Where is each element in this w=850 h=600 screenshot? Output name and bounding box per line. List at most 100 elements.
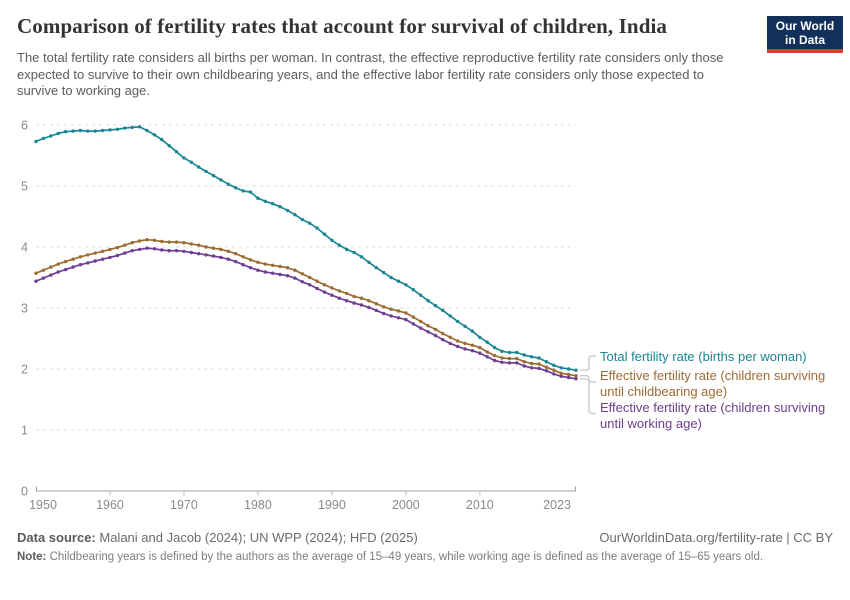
data-point[interactable]: [426, 324, 430, 328]
data-point[interactable]: [130, 241, 134, 245]
data-point[interactable]: [234, 186, 238, 190]
data-point[interactable]: [404, 317, 408, 322]
data-point[interactable]: [167, 144, 171, 148]
data-point[interactable]: [315, 226, 319, 230]
data-point[interactable]: [529, 355, 534, 359]
data-point[interactable]: [219, 178, 223, 182]
data-point[interactable]: [300, 272, 304, 276]
data-point[interactable]: [441, 331, 445, 336]
data-point[interactable]: [330, 293, 334, 297]
data-point[interactable]: [374, 302, 378, 306]
data-point[interactable]: [500, 349, 504, 353]
data-point[interactable]: [389, 307, 393, 311]
data-point[interactable]: [100, 128, 105, 133]
data-point[interactable]: [71, 129, 75, 133]
data-point[interactable]: [137, 125, 142, 129]
data-point[interactable]: [137, 247, 142, 252]
data-point[interactable]: [537, 356, 541, 360]
data-point[interactable]: [248, 266, 253, 270]
data-point[interactable]: [470, 329, 475, 333]
data-point[interactable]: [152, 247, 157, 251]
data-point[interactable]: [404, 311, 408, 315]
data-point[interactable]: [34, 139, 38, 144]
data-point[interactable]: [160, 248, 164, 252]
data-point[interactable]: [308, 275, 312, 280]
data-point[interactable]: [86, 129, 90, 133]
series-points-2[interactable]: [34, 246, 578, 381]
data-point[interactable]: [322, 232, 327, 236]
data-point[interactable]: [189, 160, 193, 164]
data-point[interactable]: [211, 246, 216, 250]
data-point[interactable]: [145, 246, 149, 250]
data-point[interactable]: [537, 366, 541, 371]
data-point[interactable]: [500, 360, 504, 364]
data-point[interactable]: [485, 355, 489, 359]
data-point[interactable]: [34, 279, 38, 283]
data-point[interactable]: [478, 335, 482, 339]
data-point[interactable]: [492, 358, 497, 363]
data-point[interactable]: [559, 371, 563, 375]
data-point[interactable]: [226, 249, 230, 253]
data-point[interactable]: [123, 251, 127, 255]
data-point[interactable]: [396, 309, 401, 313]
data-point[interactable]: [182, 241, 186, 245]
data-point[interactable]: [463, 324, 467, 328]
data-point[interactable]: [389, 314, 393, 318]
data-point[interactable]: [167, 240, 171, 244]
data-point[interactable]: [145, 128, 149, 133]
data-point[interactable]: [544, 369, 549, 373]
data-point[interactable]: [108, 128, 112, 132]
data-point[interactable]: [63, 259, 68, 264]
data-point[interactable]: [470, 343, 475, 347]
data-point[interactable]: [359, 255, 364, 259]
data-point[interactable]: [271, 202, 275, 206]
data-point[interactable]: [322, 283, 327, 287]
data-point[interactable]: [174, 249, 179, 253]
data-point[interactable]: [507, 356, 512, 361]
data-point[interactable]: [160, 239, 164, 244]
fertility-line-chart[interactable]: 0 1 2 3 4 5 6 1950 1960 1970 1980 1990 2000 2010 2023 …: [0, 0, 850, 528]
data-point[interactable]: [71, 257, 75, 261]
data-point[interactable]: [308, 221, 312, 225]
data-point[interactable]: [411, 322, 415, 326]
data-point[interactable]: [56, 270, 60, 274]
legend-item-1[interactable]: Effective fertility rate (children survi…: [600, 368, 844, 399]
data-point[interactable]: [152, 238, 157, 242]
data-point[interactable]: [574, 374, 578, 378]
data-point[interactable]: [419, 319, 423, 324]
data-point[interactable]: [182, 156, 186, 160]
data-point[interactable]: [285, 208, 290, 213]
data-point[interactable]: [345, 291, 349, 296]
data-point[interactable]: [492, 353, 497, 358]
data-point[interactable]: [337, 296, 341, 300]
data-point[interactable]: [463, 341, 467, 346]
data-point[interactable]: [448, 314, 452, 318]
data-point[interactable]: [441, 338, 445, 342]
legend-item-0[interactable]: Total fertility rate (births per woman): [600, 349, 844, 365]
data-point[interactable]: [293, 213, 297, 217]
data-point[interactable]: [189, 250, 193, 255]
data-point[interactable]: [478, 351, 482, 355]
data-point[interactable]: [522, 360, 526, 364]
data-point[interactable]: [382, 311, 386, 316]
data-point[interactable]: [271, 271, 275, 275]
series-points-0[interactable]: [34, 125, 578, 372]
data-point[interactable]: [507, 361, 512, 365]
data-point[interactable]: [566, 367, 571, 371]
data-point[interactable]: [478, 345, 482, 350]
data-point[interactable]: [123, 243, 127, 247]
data-point[interactable]: [197, 243, 201, 247]
data-point[interactable]: [137, 239, 142, 243]
data-point[interactable]: [352, 294, 356, 299]
data-point[interactable]: [448, 341, 452, 346]
data-point[interactable]: [411, 315, 415, 319]
data-point[interactable]: [271, 263, 275, 267]
data-point[interactable]: [174, 240, 179, 244]
data-point[interactable]: [293, 268, 297, 272]
data-point[interactable]: [86, 253, 90, 257]
data-point[interactable]: [130, 249, 134, 253]
data-point[interactable]: [485, 340, 489, 344]
data-point[interactable]: [108, 247, 112, 252]
data-point[interactable]: [426, 330, 430, 334]
data-point[interactable]: [241, 255, 245, 259]
